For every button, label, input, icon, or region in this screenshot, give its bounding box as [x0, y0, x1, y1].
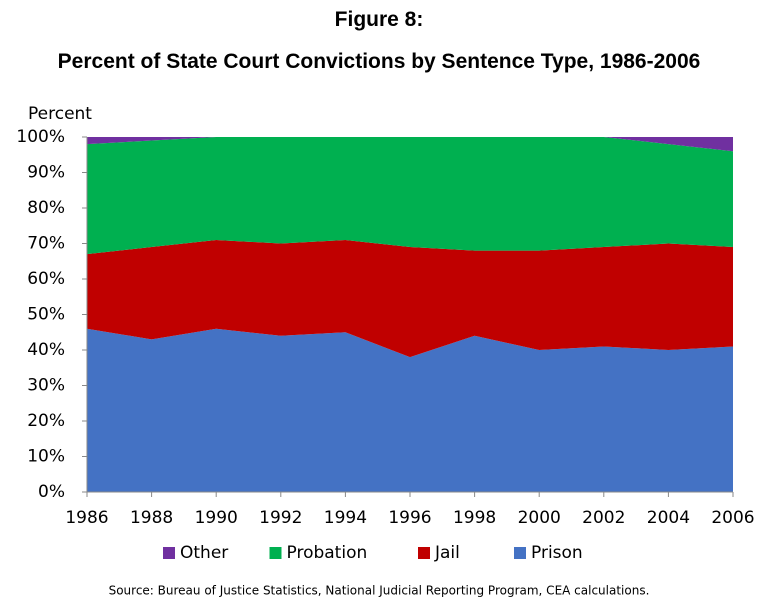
x-tick-label: 1992 — [259, 508, 302, 528]
legend-swatch — [514, 547, 526, 559]
x-tick-label: 1986 — [65, 508, 108, 528]
area — [87, 137, 733, 255]
y-tick-label: 0% — [38, 482, 65, 502]
x-tick-label: 1996 — [388, 508, 431, 528]
legend-label: Probation — [287, 543, 368, 563]
legend-swatch — [163, 547, 175, 559]
chart-title: Figure 8: — [334, 8, 424, 31]
y-tick-label: 40% — [27, 340, 65, 360]
legend-label: Jail — [434, 543, 460, 563]
x-tick-label: 2002 — [582, 508, 625, 528]
legend-swatch — [269, 547, 282, 559]
area — [87, 239, 733, 358]
y-tick-label: 70% — [27, 234, 65, 254]
area — [87, 137, 733, 152]
x-tick-label: 1990 — [195, 508, 238, 528]
y-tick-label: 30% — [27, 376, 65, 396]
legend-swatch — [418, 547, 430, 559]
x-tick-label: 2006 — [711, 508, 754, 528]
x-tick-label: 1994 — [324, 508, 367, 528]
area — [87, 328, 733, 492]
legend-label: Prison — [531, 543, 583, 563]
y-tick-label: 100% — [16, 127, 65, 147]
y-tick-label: 20% — [27, 411, 65, 431]
x-tick-label: 2000 — [518, 508, 561, 528]
y-axis-label: Percent — [28, 104, 92, 124]
x-tick-label: 2004 — [647, 508, 690, 528]
y-tick-label: 90% — [27, 163, 65, 183]
x-tick-label: 1988 — [130, 508, 173, 528]
y-tick-label: 80% — [27, 198, 65, 218]
y-tick-label: 60% — [27, 269, 65, 289]
x-tick-label: 1998 — [453, 508, 496, 528]
legend-label: Other — [180, 543, 228, 563]
y-tick-label: 50% — [27, 305, 65, 325]
y-tick-label: 10% — [27, 447, 65, 467]
chart-subtitle: Percent of State Court Convictions by Se… — [57, 50, 701, 73]
source-note: Source: Bureau of Justice Statistics, Na… — [109, 584, 650, 598]
